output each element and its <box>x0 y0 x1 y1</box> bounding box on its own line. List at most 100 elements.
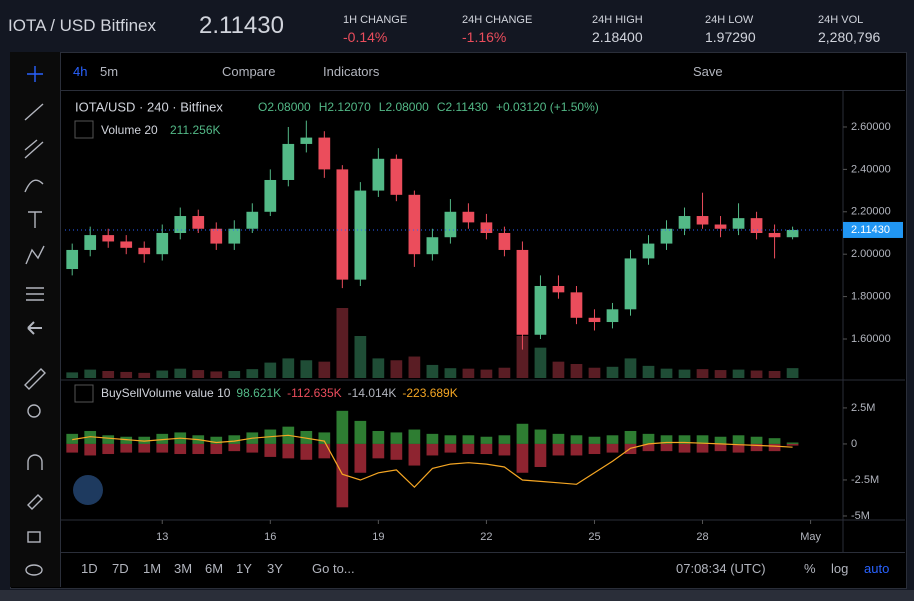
range-button[interactable]: 1Y <box>236 561 252 576</box>
volume-bar <box>552 361 565 378</box>
eye-icon[interactable] <box>25 564 43 576</box>
y-tick-label: 1.80000 <box>851 290 891 302</box>
candle-body <box>282 143 295 180</box>
volume-bar <box>318 361 331 378</box>
magnet-icon[interactable] <box>27 454 43 470</box>
range-button[interactable]: 3Y <box>267 561 283 576</box>
sell-bar <box>318 443 331 459</box>
buy-bar <box>534 429 547 444</box>
trend-icon[interactable] <box>24 103 44 121</box>
sell-bar <box>570 443 583 456</box>
candle-body <box>246 211 259 229</box>
buy-bar <box>120 436 133 444</box>
volume-bar <box>462 368 475 378</box>
y-tick-label: 2.40000 <box>851 163 891 175</box>
volume-bar <box>156 370 169 378</box>
buy-bar <box>300 430 313 444</box>
compare[interactable]: Compare <box>222 64 276 79</box>
text-icon[interactable] <box>28 211 42 228</box>
buy-bar <box>732 435 745 444</box>
volume-bar <box>660 368 673 378</box>
candle-body <box>606 309 619 323</box>
brush-icon[interactable] <box>24 179 44 193</box>
interval-5m[interactable]: 5m <box>100 64 119 79</box>
range-button[interactable]: 3M <box>174 561 193 576</box>
log[interactable]: log <box>831 561 849 576</box>
range-button[interactable]: 6M <box>205 561 224 576</box>
sell-bar <box>768 443 781 452</box>
range-button[interactable]: 1D <box>81 561 98 576</box>
candle-body <box>570 292 583 318</box>
last-price-label: 2.11430 <box>851 224 890 236</box>
volume-bar <box>84 369 97 378</box>
y-tick-label: 2.60000 <box>851 121 891 133</box>
volume-bar <box>282 358 295 378</box>
buysell-legend: -14.014K <box>348 386 397 400</box>
zoom-icon[interactable] <box>27 404 41 418</box>
forecast-icon[interactable] <box>26 287 44 301</box>
buy-bar <box>372 430 385 444</box>
sell-bar <box>192 443 205 455</box>
y-tick-label: 1.60000 <box>851 333 891 345</box>
sell-bar <box>120 443 133 453</box>
volume-bar <box>534 347 547 378</box>
sell-bar <box>444 443 457 453</box>
candle-body <box>354 190 367 280</box>
buy-bar <box>336 410 349 444</box>
pattern-icon[interactable] <box>25 245 45 265</box>
volume-bar <box>498 367 511 378</box>
legend-toggle[interactable] <box>74 120 94 139</box>
sell-bar <box>300 443 313 460</box>
sell-bar <box>336 443 349 508</box>
interval-4h[interactable]: 4h <box>73 64 88 79</box>
volume-bar <box>138 372 151 378</box>
volume-bar <box>732 369 745 378</box>
auto[interactable]: auto <box>864 561 890 576</box>
volume-bar <box>678 369 691 378</box>
sell-bar <box>174 443 187 455</box>
save[interactable]: Save <box>693 64 723 79</box>
candle-body <box>66 249 79 270</box>
lock-icon[interactable] <box>27 531 41 543</box>
volume-bar <box>642 365 655 378</box>
back-icon[interactable] <box>27 321 42 335</box>
y-tick-label: 2.20000 <box>851 206 891 218</box>
legend-toggle[interactable] <box>74 384 94 403</box>
candle-body <box>138 247 151 255</box>
buy-bar <box>210 436 223 444</box>
goto[interactable]: Go to... <box>312 561 355 576</box>
pen-icon[interactable] <box>27 494 43 510</box>
volume-bar <box>228 371 241 378</box>
candle-body <box>120 241 133 248</box>
sell-bar <box>84 443 97 456</box>
candle-body <box>300 137 313 144</box>
volume-bar <box>750 370 763 378</box>
crosshair-icon[interactable] <box>27 66 43 82</box>
candle-body <box>552 285 565 293</box>
range-button[interactable]: 7D <box>112 561 129 576</box>
fib-icon[interactable] <box>24 139 44 159</box>
buy-bar <box>696 435 709 444</box>
indicators[interactable]: Indicators <box>323 64 380 79</box>
candle-body <box>480 222 493 233</box>
candle-body <box>372 158 385 191</box>
header <box>0 0 914 50</box>
stat-value: 2,280,796 <box>818 29 881 45</box>
buy-bar <box>84 430 97 444</box>
ruler-icon[interactable] <box>24 368 46 390</box>
volume-legend: Volume 20 <box>101 123 158 137</box>
volume-bar <box>606 366 619 378</box>
chart-frame <box>10 52 907 589</box>
volume-bar <box>300 360 313 378</box>
stat-value: -0.14% <box>343 29 388 45</box>
percent[interactable]: % <box>804 561 816 576</box>
buy-bar <box>444 435 457 444</box>
y2-tick-label: 0 <box>851 438 857 450</box>
buy-bar <box>516 423 529 444</box>
candle-body <box>624 258 637 310</box>
last-price-tag <box>843 221 903 238</box>
logo-button[interactable] <box>73 475 103 505</box>
range-button[interactable]: 1M <box>143 561 162 576</box>
candle-body <box>660 228 673 244</box>
candle-body <box>408 194 421 255</box>
